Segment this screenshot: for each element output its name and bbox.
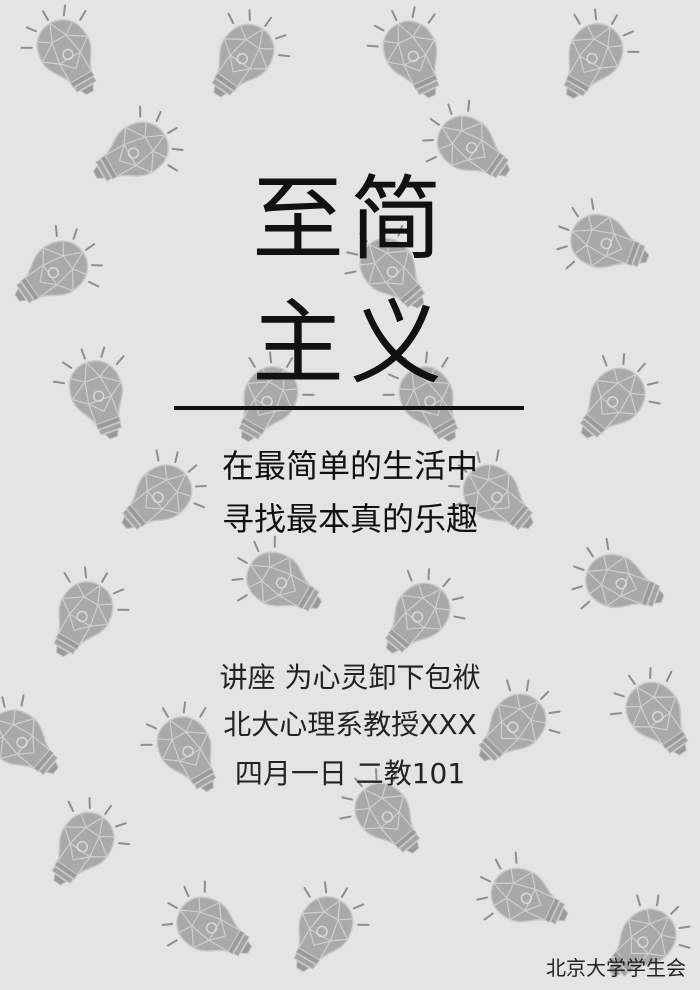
title-divider [174, 406, 524, 410]
title-line-2: 主义 [251, 290, 448, 397]
subtitle-line-2: 寻找最本真的乐趣 [221, 500, 478, 538]
title-line-1: 至简 [251, 166, 448, 273]
lecture-title: 讲座 为心灵卸下包袱 [219, 661, 481, 694]
speaker: 北大心理系教授XXX [223, 708, 477, 741]
time-and-place: 四月一日 二教101 [234, 757, 466, 790]
organizer: 北京大学学生会 [546, 956, 686, 980]
subtitle-line-1: 在最简单的生活中 [221, 447, 478, 485]
